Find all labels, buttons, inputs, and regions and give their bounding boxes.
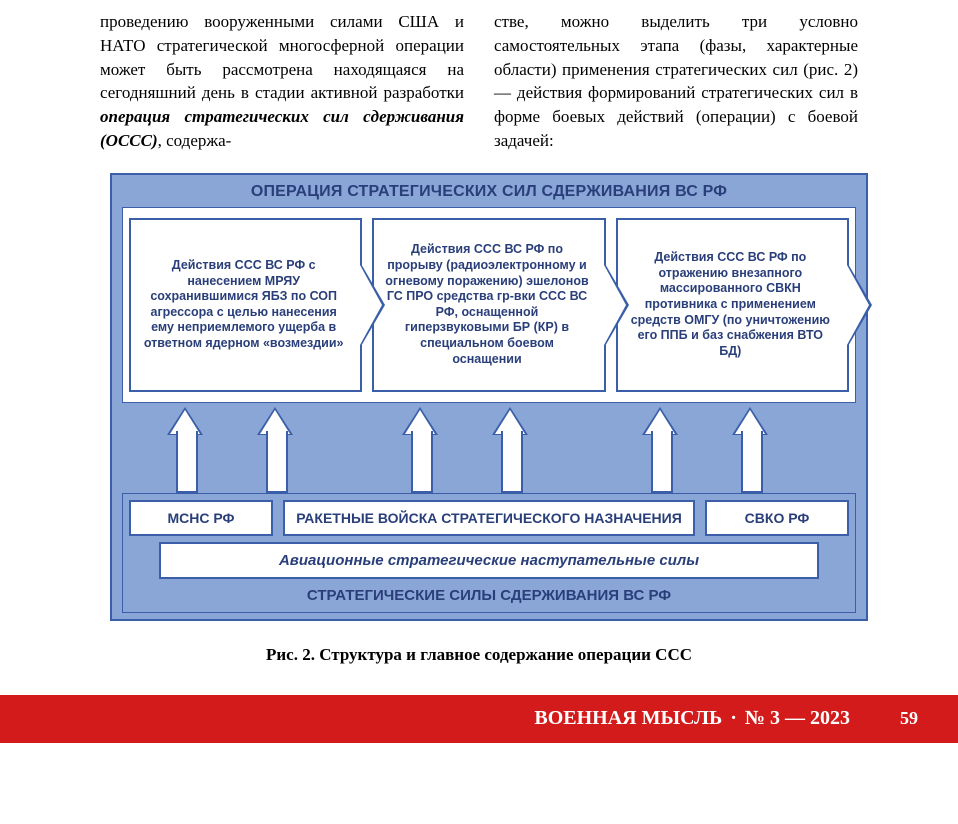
figure-caption: Рис. 2. Структура и главное содержание о… [0,645,958,665]
up-arrow [732,403,768,493]
phase-1-text: Действия ССС ВС РФ с нанесением МРЯУ сох… [129,218,362,392]
diagram: ОПЕРАЦИЯ СТРАТЕГИЧЕСКИХ СИЛ СДЕРЖИВАНИЯ … [110,173,868,621]
forces-row: МСНС РФ РАКЕТНЫЕ ВОЙСКА СТРАТЕГИЧЕСКОГО … [129,500,849,536]
phase-boxes-row: Действия ССС ВС РФ с нанесением МРЯУ сох… [122,207,856,403]
arrows-area [122,403,856,493]
diagram-title: ОПЕРАЦИЯ СТРАТЕГИЧЕСКИХ СИЛ СДЕРЖИВАНИЯ … [112,175,866,207]
force-msns: МСНС РФ [129,500,273,536]
text-column-right: стве, можно выделить три условно самосто… [494,10,858,153]
footer-issue: № 3 — 2023 [745,707,850,730]
para-2: стве, можно выделить три условно самосто… [494,12,858,150]
up-arrow [402,403,438,493]
up-arrow [167,403,203,493]
para-1b-term: операция стратегических сил сдерживания … [100,107,464,150]
text-column-left: проведению вооруженными силами США и НАТ… [100,10,464,153]
diagram-container: ОПЕРАЦИЯ СТРАТЕГИЧЕСКИХ СИЛ СДЕРЖИВАНИЯ … [110,173,868,621]
phase-box-2: Действия ССС ВС РФ по прорыву (радиоэлек… [372,218,605,392]
phase-3-text: Действия ССС ВС РФ по отражению внезапно… [616,218,849,392]
para-1c: , содержа- [158,131,232,150]
phase-box-1: Действия ССС ВС РФ с нанесением МРЯУ сох… [129,218,362,392]
force-svko: СВКО РФ [705,500,849,536]
forces-bottom-title: СТРАТЕГИЧЕСКИЕ СИЛЫ СДЕРЖИВАНИЯ ВС РФ [129,583,849,606]
phase-2-text: Действия ССС ВС РФ по прорыву (радиоэлек… [372,218,605,392]
forces-block: МСНС РФ РАКЕТНЫЕ ВОЙСКА СТРАТЕГИЧЕСКОГО … [122,493,856,613]
footer-dot: · [730,707,737,730]
phase-box-3: Действия ССС ВС РФ по отражению внезапно… [616,218,849,392]
para-1a: проведению вооруженными силами США и НАТ… [100,12,464,102]
aviation-box: Авиационные стратегические наступательны… [159,542,819,579]
up-arrow [257,403,293,493]
page-footer: ВОЕННАЯ МЫСЛЬ · № 3 — 2023 59 [0,695,958,743]
footer-journal: ВОЕННАЯ МЫСЛЬ [534,707,722,730]
footer-page: 59 [900,708,918,729]
up-arrow [642,403,678,493]
force-rvsn: РАКЕТНЫЕ ВОЙСКА СТРАТЕГИЧЕСКОГО НАЗНАЧЕН… [283,500,695,536]
up-arrow [492,403,528,493]
body-text-columns: проведению вооруженными силами США и НАТ… [0,0,958,173]
